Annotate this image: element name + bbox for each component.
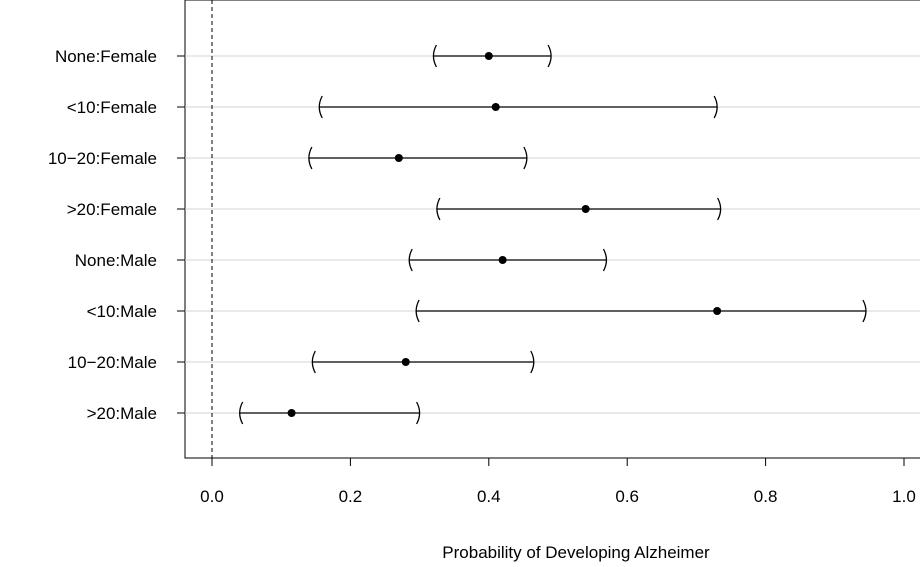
interval-upper-bracket (862, 299, 867, 323)
x-axis-labels: 0.0 0.2 0.4 0.6 0.8 1.0 (200, 487, 916, 506)
y-tick-label: <10:Female (67, 98, 157, 117)
x-tick-label: 0.2 (339, 487, 363, 506)
grid-lines (185, 55, 920, 414)
y-tick-label: 10−20:Female (48, 149, 157, 168)
interval-lower-bracket (432, 44, 438, 68)
y-tick-label: >20:Male (87, 404, 157, 423)
interval-upper-bracket (602, 248, 608, 272)
interval-upper-bracket (416, 401, 421, 425)
x-tick-label: 0.4 (477, 487, 501, 506)
y-axis-ticks (177, 55, 185, 414)
estimate-point (401, 358, 410, 366)
y-tick-label: None:Male (75, 251, 157, 270)
interval-lower-bracket (239, 401, 244, 425)
interval-upper-bracket (547, 44, 552, 68)
interval-lower-bracket (415, 299, 420, 323)
plot-frame (184, 0, 920, 459)
estimate-point (491, 103, 500, 111)
interval-lower-bracket (408, 248, 413, 272)
interval-upper-bracket (530, 350, 535, 374)
y-axis-labels: None:Female <10:Female 10−20:Female >20:Fem… (48, 47, 157, 423)
estimate-point (581, 205, 590, 213)
y-tick-label: 10−20:Male (68, 353, 157, 372)
estimate-point (498, 256, 507, 264)
interval-lower-bracket (318, 95, 323, 119)
y-tick-label: <10:Male (87, 302, 157, 321)
x-tick-label: 0.8 (754, 487, 778, 506)
estimate-point (287, 409, 296, 417)
interval-lower-bracket (311, 350, 316, 374)
x-tick-label: 0.6 (615, 487, 639, 506)
estimate-point (394, 154, 403, 162)
interval-lower-bracket (436, 197, 441, 221)
point-estimates (287, 52, 722, 417)
y-tick-label: >20:Female (67, 200, 157, 219)
interval-lower-bracket (308, 146, 313, 170)
x-tick-label: 0.0 (200, 487, 224, 506)
estimate-point (713, 307, 722, 315)
estimate-point (484, 52, 493, 60)
interval-upper-bracket (717, 197, 722, 221)
x-axis-ticks (211, 458, 905, 466)
x-tick-label: 1.0 (892, 487, 916, 506)
confidence-intervals (239, 44, 867, 425)
x-axis-title: Probability of Developing Alzheimer (442, 543, 710, 562)
interval-upper-bracket (713, 95, 718, 119)
interval-upper-bracket (523, 146, 528, 170)
y-tick-label: None:Female (55, 47, 157, 66)
